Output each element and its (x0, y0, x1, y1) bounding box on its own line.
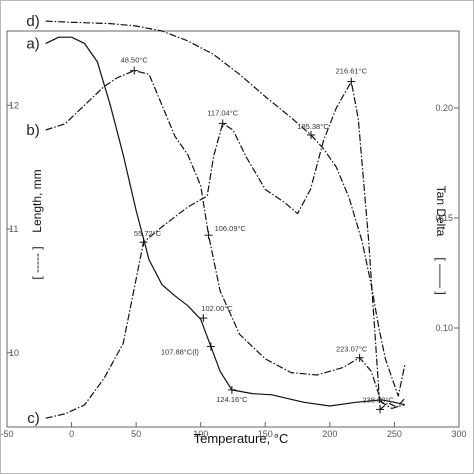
series-label-2: b) (26, 122, 39, 139)
x-tick-label: 250 (387, 429, 402, 439)
annotation-label: 102.00°C (201, 304, 233, 313)
annotation-label: 216.61°C (336, 67, 368, 76)
series-line-4 (45, 20, 406, 397)
y-left-tick-label: 12 (9, 100, 19, 110)
y-left-tick-label: 11 (9, 224, 18, 234)
series-line-2 (45, 69, 405, 409)
y-left-axis-title: Length, mm (30, 169, 44, 232)
y-right-axis-title: Tan Delta (434, 186, 448, 237)
annotation-label: 185.38°C (297, 122, 329, 131)
axis-ticks: -50 0 50 100 150 200 250 300 10 11 12 0.10 0.15 0.20 (1, 100, 467, 439)
y-right-tick-label: 0.10 (435, 323, 453, 333)
x-tick-label: 0 (69, 429, 74, 439)
annotation-label: 55.72°C (134, 229, 162, 238)
x-tick-label: 300 (451, 429, 466, 439)
x-axis-title: Temperature, °C (194, 431, 289, 446)
annotation-label: 106.09°C (215, 224, 247, 233)
annotation-label: 124.16°C (216, 395, 248, 404)
x-tick-label: 150 (258, 429, 273, 439)
y-left-tick-label: 10 (9, 348, 19, 358)
x-tick-label: -50 (1, 429, 14, 439)
x-tick-label: 200 (322, 429, 337, 439)
x-tick-label: 100 (193, 429, 208, 439)
annotation-label: 48.50°C (121, 56, 149, 65)
y-right-tick-label: 0.20 (435, 103, 453, 113)
annotation-label: 107.88°C(l) (161, 348, 200, 357)
y-right-legend-mark: [ —— ] (434, 257, 448, 294)
series-label-1: a) (26, 35, 39, 52)
annotations: 48.50°C 55.72°C 117.04°C 106.09°C 185.38°C 21… (121, 56, 394, 414)
series-label-4: d) (26, 13, 39, 30)
y-right-tick-label: 0.15 (435, 213, 453, 223)
annotation-label: 117.04°C (207, 108, 238, 117)
annotation-label: 223.07°C (336, 345, 368, 354)
series-line-1 (45, 36, 405, 407)
series-line-3 (45, 80, 406, 419)
annotation-label: 238.88°C (362, 395, 394, 404)
curve-labels: a) b) c) d) (26, 13, 39, 427)
y-left-legend-mark: [ ----- ] (30, 246, 44, 279)
x-tick-label: 50 (131, 429, 141, 439)
series-label-3: c) (27, 410, 40, 427)
